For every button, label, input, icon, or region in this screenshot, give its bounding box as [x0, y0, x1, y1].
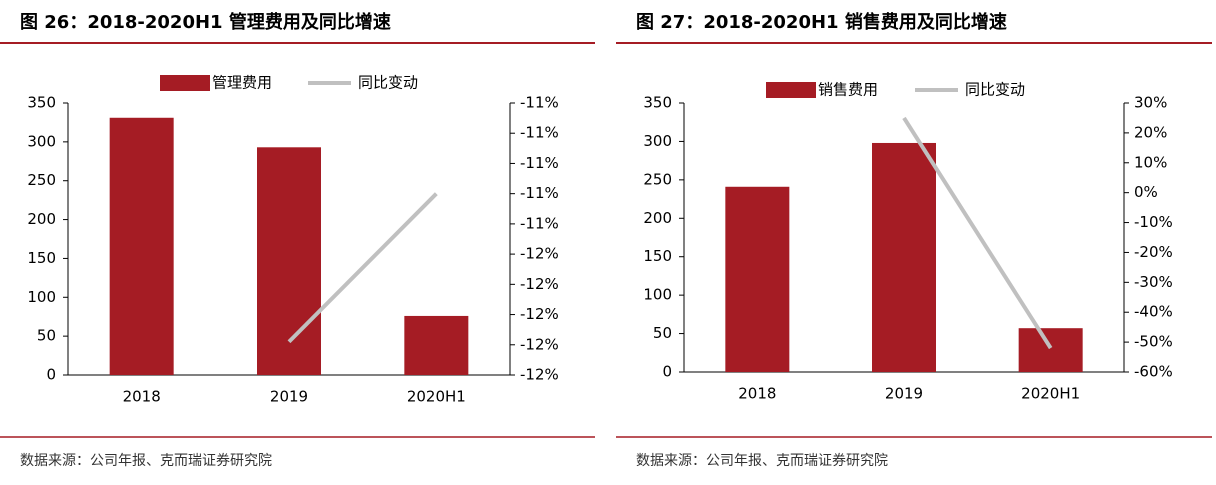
- chart-title: 图 27：2018-2020H1 销售费用及同比增速: [636, 11, 1007, 33]
- legend-label: 同比变动: [965, 81, 1025, 99]
- y-tick-label: 300: [643, 132, 672, 150]
- chart-title: 图 26：2018-2020H1 管理费用及同比增速: [20, 11, 391, 33]
- y2-tick-label: 10%: [1134, 153, 1167, 171]
- y-tick-label: 50: [37, 327, 56, 345]
- bar: [109, 117, 174, 375]
- y-tick-label: 350: [643, 94, 672, 112]
- bar: [725, 186, 790, 372]
- bar: [404, 315, 469, 375]
- legend-swatch: [766, 82, 816, 98]
- y-tick-label: 150: [643, 247, 672, 265]
- y-tick-label: 200: [643, 209, 672, 227]
- legend-swatch: [160, 75, 210, 91]
- y2-tick-label: -12%: [520, 245, 559, 263]
- y-tick-label: 100: [27, 288, 56, 306]
- y2-tick-label: -11%: [520, 154, 559, 172]
- y-tick-label: 0: [662, 363, 672, 381]
- line: [902, 116, 1053, 350]
- y2-tick-label: -12%: [520, 275, 559, 293]
- y2-tick-label: -10%: [1134, 213, 1173, 231]
- y2-tick-label: -20%: [1134, 243, 1173, 261]
- y2-tick-label: -40%: [1134, 303, 1173, 321]
- line: [287, 192, 438, 344]
- bar: [257, 147, 321, 375]
- x-tick-label: 2018: [738, 385, 776, 403]
- y-tick-label: 200: [27, 210, 56, 228]
- y2-tick-label: -30%: [1134, 273, 1173, 291]
- bar: [1018, 328, 1083, 372]
- y-tick-label: 0: [46, 366, 56, 384]
- y2-tick-label: -11%: [520, 214, 559, 232]
- source: 数据来源：公司年报、克而瑞证券研究院: [636, 453, 888, 469]
- x-tick-label: 2020H1: [407, 388, 466, 406]
- bar: [872, 142, 936, 372]
- y2-tick-label: -12%: [520, 366, 559, 384]
- y2-tick-label: 20%: [1134, 123, 1167, 141]
- x-tick-label: 2018: [123, 388, 161, 406]
- y2-tick-label: -60%: [1134, 363, 1173, 381]
- y-tick-label: 250: [643, 170, 672, 188]
- y-tick-label: 50: [653, 324, 672, 342]
- y2-tick-label: 0%: [1134, 183, 1158, 201]
- y-tick-label: 150: [27, 249, 56, 267]
- y-tick-label: 350: [27, 94, 56, 112]
- y-tick-label: 250: [27, 171, 56, 189]
- x-tick-label: 2019: [270, 388, 308, 406]
- legend-label: 管理费用: [212, 74, 272, 92]
- y2-tick-label: -50%: [1134, 333, 1173, 351]
- x-tick-label: 2020H1: [1021, 385, 1080, 403]
- x-tick-label: 2019: [885, 385, 923, 403]
- y-tick-label: 300: [27, 132, 56, 150]
- legend-label: 同比变动: [358, 74, 418, 92]
- y2-tick-label: -11%: [520, 94, 559, 112]
- y2-tick-label: 30%: [1134, 94, 1167, 112]
- y2-tick-label: -12%: [520, 335, 559, 353]
- y2-tick-label: -12%: [520, 305, 559, 323]
- y2-tick-label: -11%: [520, 184, 559, 202]
- y2-tick-label: -11%: [520, 124, 559, 142]
- source: 数据来源：公司年报、克而瑞证券研究院: [20, 453, 272, 469]
- y-tick-label: 100: [643, 286, 672, 304]
- legend-label: 销售费用: [818, 81, 878, 99]
